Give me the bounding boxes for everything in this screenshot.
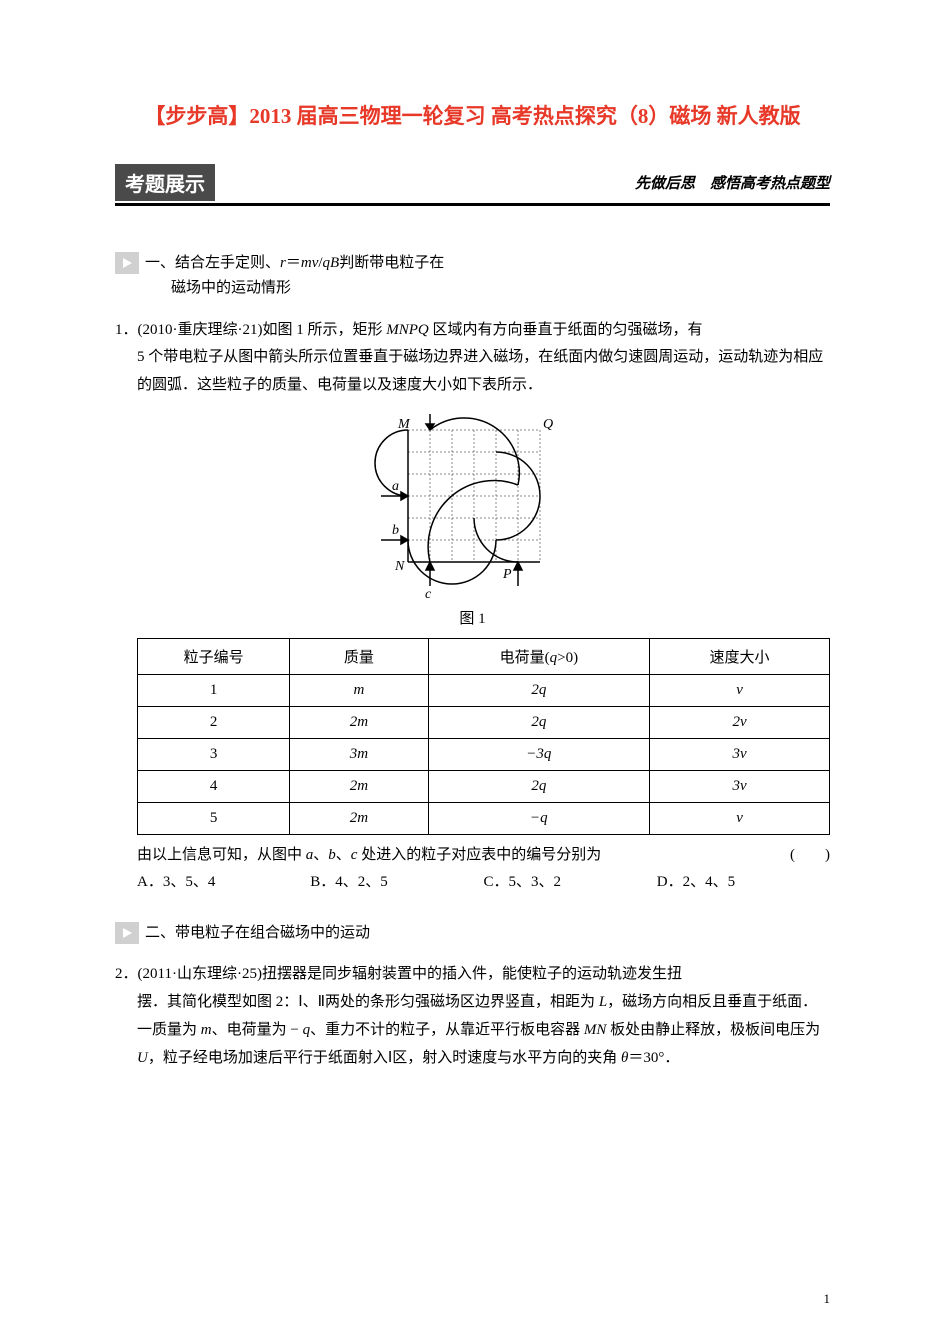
particle-table: 粒子编号 质量 电荷量(q>0) 速度大小 1m2qv22m2q2v33m−3q… bbox=[137, 638, 830, 835]
table-cell: 2m bbox=[290, 706, 428, 738]
problem-2-source: (2011·山东理综·25) bbox=[138, 966, 262, 982]
option-A: A．3、5、4 bbox=[137, 870, 310, 891]
table-cell: 4 bbox=[138, 770, 290, 802]
table-row: 52m−qv bbox=[138, 802, 830, 834]
option-D: D．2、4、5 bbox=[657, 870, 830, 891]
subsection-1-line1: 一、结合左手定则、r＝mv/qB判断带电粒子在 bbox=[145, 251, 444, 277]
subsection-1: 一、结合左手定则、r＝mv/qB判断带电粒子在 磁场中的运动情形 bbox=[115, 251, 830, 302]
table-cell: 2m bbox=[290, 802, 428, 834]
section-header: 考题展示 先做后思 感悟高考热点题型 bbox=[115, 164, 830, 206]
page-title: 【步步高】2013 届高三物理一轮复习 高考热点探究（8）磁场 新人教版 bbox=[115, 100, 830, 134]
table-cell: v bbox=[650, 674, 830, 706]
table-header-row: 粒子编号 质量 电荷量(q>0) 速度大小 bbox=[138, 638, 830, 674]
table-cell: 2q bbox=[428, 674, 649, 706]
table-cell: 1 bbox=[138, 674, 290, 706]
problem-1-text-2: 5 个带电粒子从图中箭头所示位置垂直于磁场边界进入磁场，在纸面内做匀速圆周运动，… bbox=[115, 344, 830, 400]
table-cell: 3v bbox=[650, 770, 830, 802]
figure-label-P: P bbox=[502, 567, 512, 582]
problem-1-source: (2010·重庆理综·21) bbox=[138, 322, 263, 338]
subsection-2-title: 二、带电粒子在组合磁场中的运动 bbox=[145, 921, 370, 947]
table-row: 22m2q2v bbox=[138, 706, 830, 738]
section-header-right: 先做后思 感悟高考热点题型 bbox=[635, 172, 830, 193]
table-cell: 2q bbox=[428, 770, 649, 802]
section-header-left: 考题展示 bbox=[115, 164, 215, 201]
problem-1-number: 1． bbox=[115, 322, 138, 338]
problem-1-text-1: 如图 1 所示，矩形 MNPQ 区域内有方向垂直于纸面的匀强磁场，有 bbox=[263, 322, 703, 338]
figure-1-caption: 图 1 bbox=[115, 607, 830, 628]
table-cell: 2m bbox=[290, 770, 428, 802]
table-cell: 3m bbox=[290, 738, 428, 770]
answer-paren: ( ) bbox=[790, 843, 830, 864]
table-cell: 2v bbox=[650, 706, 830, 738]
option-B: B．4、2、5 bbox=[310, 870, 483, 891]
th-1: 质量 bbox=[290, 638, 428, 674]
table-row: 33m−3q3v bbox=[138, 738, 830, 770]
table-cell: m bbox=[290, 674, 428, 706]
figure-1-svg: M Q N P a b c bbox=[363, 410, 583, 600]
subsection-1-line2: 磁场中的运动情形 bbox=[171, 276, 830, 302]
problem-1-question-text: 由以上信息可知，从图中 a、b、c 处进入的粒子对应表中的编号分别为 bbox=[137, 843, 601, 864]
figure-label-a: a bbox=[392, 479, 399, 494]
table-cell: 2 bbox=[138, 706, 290, 738]
th-2: 电荷量(q>0) bbox=[428, 638, 649, 674]
figure-label-b: b bbox=[392, 523, 399, 538]
page-number: 1 bbox=[824, 1291, 831, 1307]
problem-1-options: A．3、5、4 B．4、2、5 C．5、3、2 D．2、4、5 bbox=[115, 870, 830, 891]
table-cell: 5 bbox=[138, 802, 290, 834]
figure-label-Q: Q bbox=[543, 417, 553, 432]
table-cell: 3 bbox=[138, 738, 290, 770]
problem-1-question: 由以上信息可知，从图中 a、b、c 处进入的粒子对应表中的编号分别为 ( ) bbox=[115, 843, 830, 864]
table-row: 1m2qv bbox=[138, 674, 830, 706]
problem-2-number: 2． bbox=[115, 966, 138, 982]
table-cell: 2q bbox=[428, 706, 649, 738]
arrow-right-icon bbox=[115, 252, 139, 274]
th-0: 粒子编号 bbox=[138, 638, 290, 674]
table-cell: v bbox=[650, 802, 830, 834]
figure-label-M: M bbox=[397, 417, 411, 432]
th-3: 速度大小 bbox=[650, 638, 830, 674]
arrow-right-icon bbox=[115, 922, 139, 944]
figure-label-N: N bbox=[394, 559, 405, 574]
table-cell: 3v bbox=[650, 738, 830, 770]
figure-label-c: c bbox=[425, 587, 432, 600]
option-C: C．5、3、2 bbox=[484, 870, 657, 891]
subsection-2: 二、带电粒子在组合磁场中的运动 bbox=[115, 921, 830, 947]
table-cell: −3q bbox=[428, 738, 649, 770]
problem-2: 2．(2011·山东理综·25)扭摆器是同步辐射装置中的插入件，能使粒子的运动轨… bbox=[115, 961, 830, 1072]
table-row: 42m2q3v bbox=[138, 770, 830, 802]
table-cell: −q bbox=[428, 802, 649, 834]
figure-1: M Q N P a b c 图 1 bbox=[115, 410, 830, 628]
problem-2-text-start: 扭摆器是同步辐射装置中的插入件，能使粒子的运动轨迹发生扭 bbox=[262, 966, 682, 982]
problem-2-text-cont: 摆．其简化模型如图 2：Ⅰ、Ⅱ两处的条形匀强磁场区边界竖直，相距为 L，磁场方向… bbox=[115, 989, 830, 1072]
problem-1: 1．(2010·重庆理综·21)如图 1 所示，矩形 MNPQ 区域内有方向垂直… bbox=[115, 317, 830, 400]
